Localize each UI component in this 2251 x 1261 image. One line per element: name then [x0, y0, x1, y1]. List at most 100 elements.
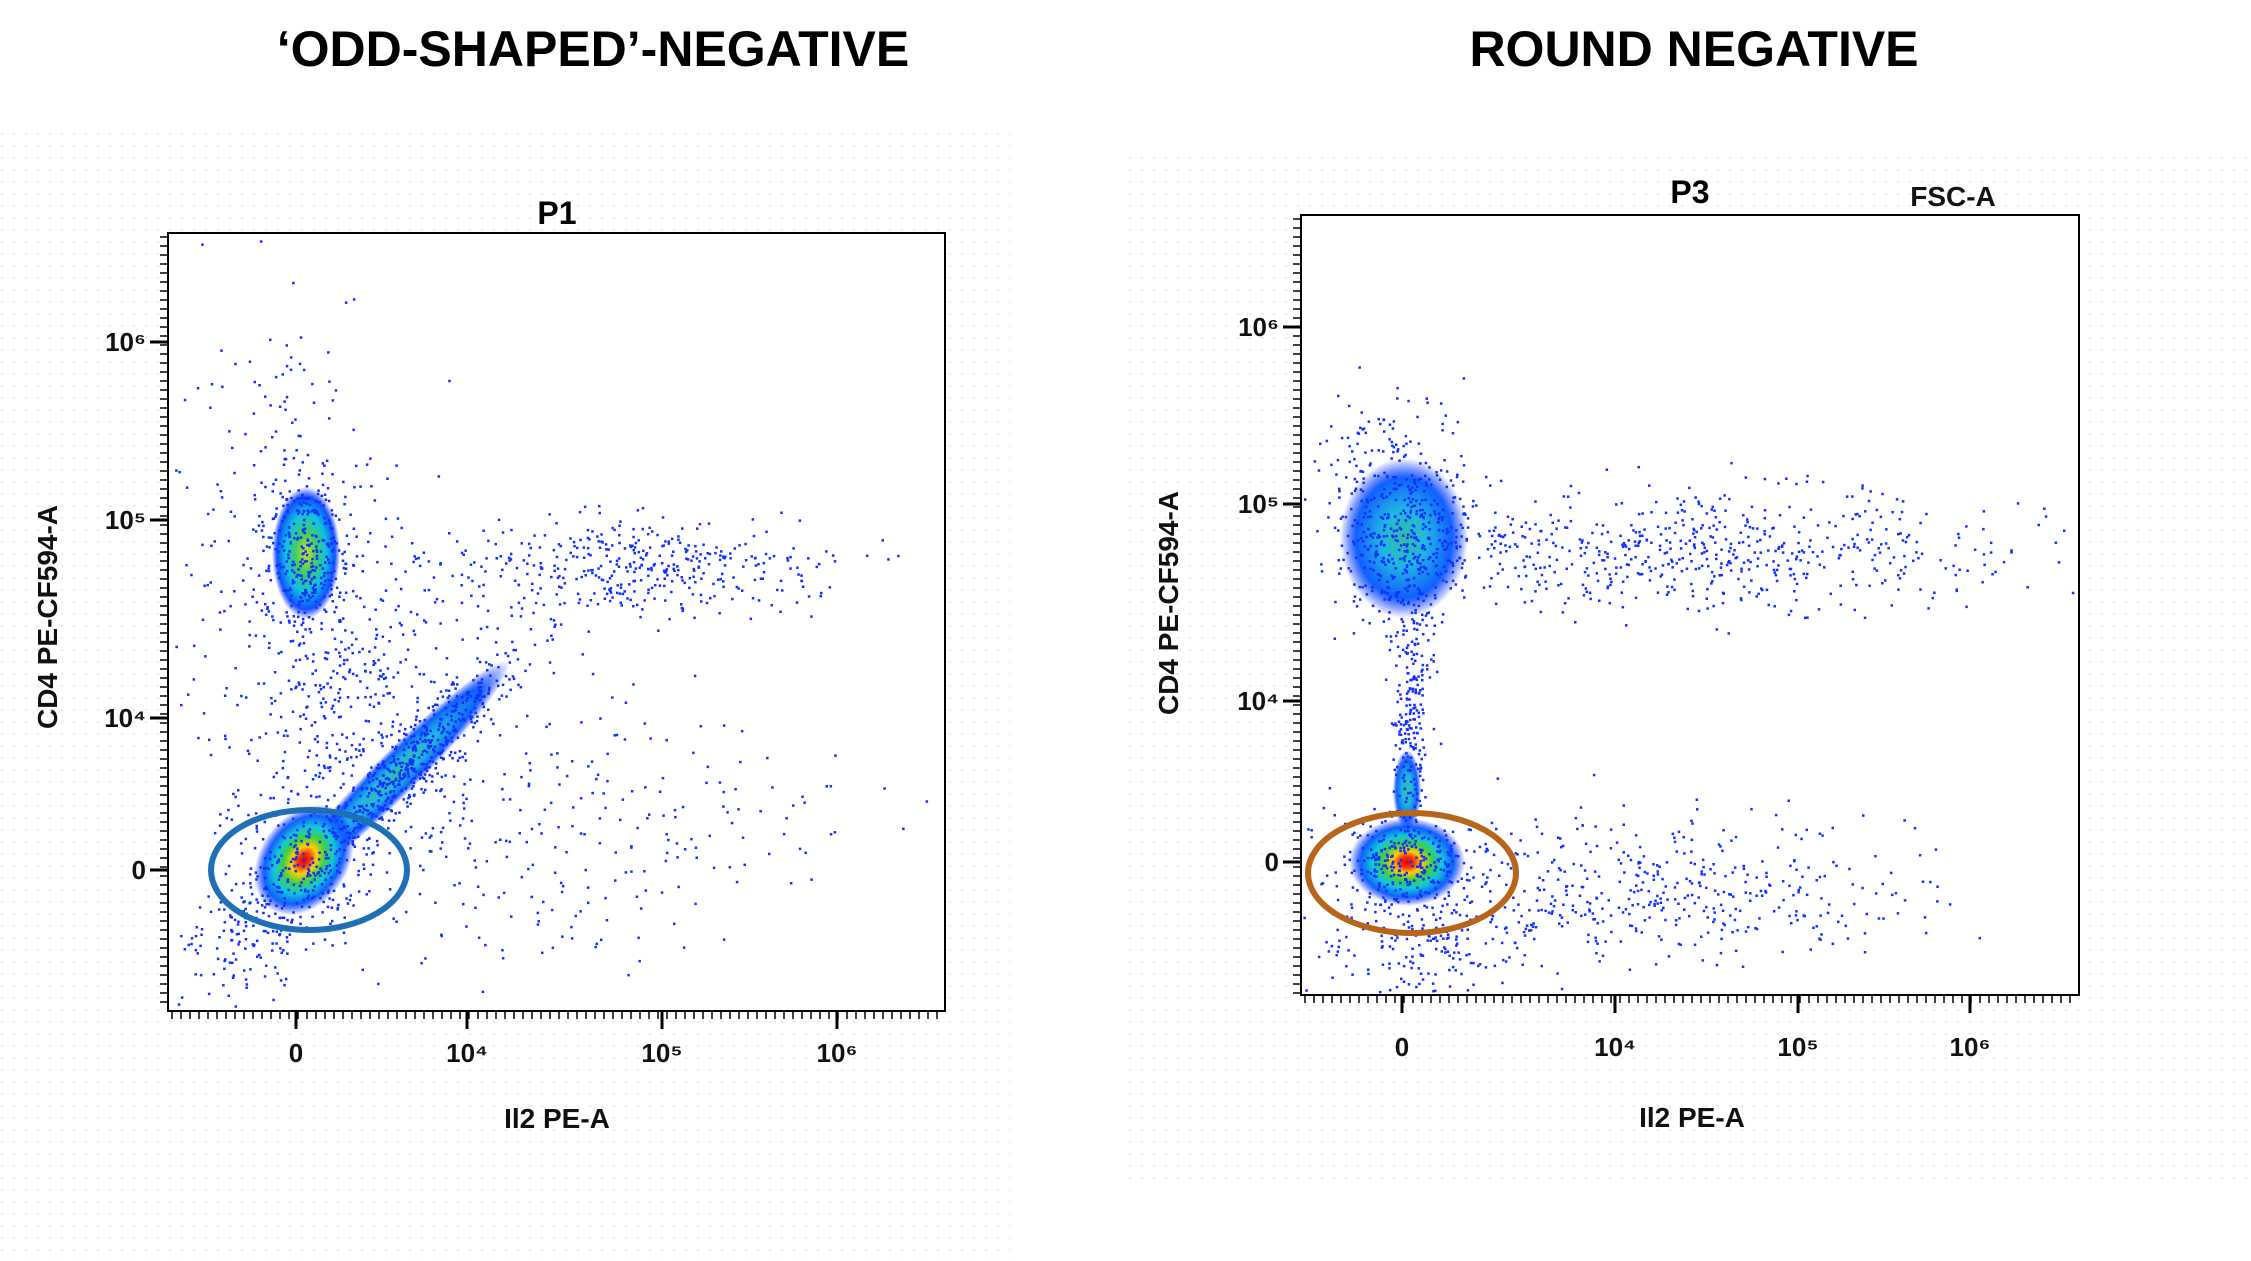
event-dot	[1409, 710, 1412, 713]
event-dot	[1601, 954, 1605, 958]
event-dot	[1406, 920, 1410, 923]
event-dot	[372, 802, 375, 806]
event-dot	[295, 834, 298, 837]
event-dot	[694, 846, 698, 849]
event-dot	[707, 563, 711, 566]
event-dot	[346, 757, 349, 760]
event-dot	[255, 910, 259, 913]
event-dot	[643, 722, 647, 725]
event-dot	[419, 864, 422, 868]
event-dot	[722, 724, 726, 727]
event-dot	[897, 554, 900, 558]
event-dot	[299, 922, 302, 926]
event-dot	[1397, 841, 1400, 845]
event-dot	[323, 464, 326, 467]
event-dot	[1455, 903, 1458, 906]
event-dot	[1373, 870, 1376, 873]
event-dot	[398, 771, 401, 774]
event-dot	[1788, 914, 1791, 918]
event-dot	[1336, 458, 1340, 462]
event-dot	[430, 780, 434, 783]
event-dot	[1880, 543, 1883, 546]
event-dot	[1406, 543, 1409, 546]
event-dot	[1391, 854, 1394, 857]
event-dot	[1435, 556, 1438, 559]
event-dot	[384, 792, 388, 796]
event-dot	[440, 731, 443, 735]
event-dot	[348, 670, 351, 674]
event-dot	[398, 773, 401, 777]
event-dot	[293, 563, 296, 566]
event-dot	[1408, 833, 1411, 836]
event-dot	[1917, 556, 1920, 560]
event-dot	[1451, 562, 1454, 565]
event-dot	[411, 763, 414, 766]
event-dot	[1719, 845, 1722, 848]
event-dot	[1706, 607, 1709, 610]
event-dot	[697, 565, 700, 569]
event-dot	[359, 485, 362, 488]
event-dot	[1433, 861, 1436, 864]
event-dot	[223, 908, 226, 911]
event-dot	[1459, 545, 1462, 548]
event-dot	[1407, 600, 1410, 604]
event-dot	[1422, 712, 1425, 715]
event-dot	[1774, 549, 1777, 553]
event-dot	[1387, 906, 1391, 909]
event-dot	[1729, 542, 1733, 546]
event-dot	[1441, 579, 1445, 582]
event-dot	[1398, 733, 1401, 736]
event-dot	[1920, 552, 1924, 555]
event-dot	[565, 558, 568, 562]
event-dot	[283, 897, 286, 900]
event-dot	[1738, 909, 1742, 913]
event-dot	[274, 478, 278, 481]
event-dot	[1727, 550, 1731, 553]
event-dot	[570, 925, 573, 929]
event-dot	[1388, 945, 1392, 948]
event-dot	[2016, 502, 2020, 505]
event-dot	[368, 650, 371, 653]
event-dot	[1414, 839, 1417, 843]
event-dot	[259, 450, 263, 453]
event-dot	[1450, 526, 1453, 529]
event-dot	[1356, 442, 1359, 446]
event-dot	[1409, 509, 1412, 513]
event-dot	[779, 610, 782, 613]
event-dot	[1765, 871, 1768, 875]
event-dot	[1405, 666, 1409, 669]
event-dot	[1418, 592, 1421, 595]
event-dot	[1821, 550, 1824, 553]
event-dot	[609, 589, 612, 593]
event-dot	[285, 589, 288, 592]
event-dot	[1628, 912, 1631, 916]
event-dot	[288, 532, 291, 536]
event-dot	[1420, 854, 1423, 858]
event-dot	[1659, 575, 1662, 578]
event-dot	[312, 576, 316, 579]
event-dot	[487, 689, 491, 692]
event-dot	[1569, 519, 1573, 523]
event-dot	[722, 938, 726, 941]
event-dot	[2044, 515, 2048, 518]
event-dot	[310, 857, 314, 860]
event-dot	[1407, 737, 1411, 741]
event-dot	[220, 496, 224, 499]
event-dot	[494, 641, 498, 644]
event-dot	[290, 496, 293, 500]
event-dot	[590, 760, 594, 763]
event-dot	[351, 764, 355, 767]
event-dot	[1448, 968, 1451, 972]
event-dot	[1383, 430, 1386, 433]
event-dot	[287, 888, 290, 892]
event-dot	[644, 889, 648, 892]
event-dot	[319, 550, 323, 553]
event-dot	[1352, 600, 1356, 603]
event-dot	[441, 841, 444, 844]
event-dot	[388, 691, 391, 695]
event-dot	[1394, 539, 1397, 542]
event-dot	[1450, 850, 1453, 854]
event-dot	[283, 457, 286, 461]
event-dot	[1335, 953, 1338, 957]
